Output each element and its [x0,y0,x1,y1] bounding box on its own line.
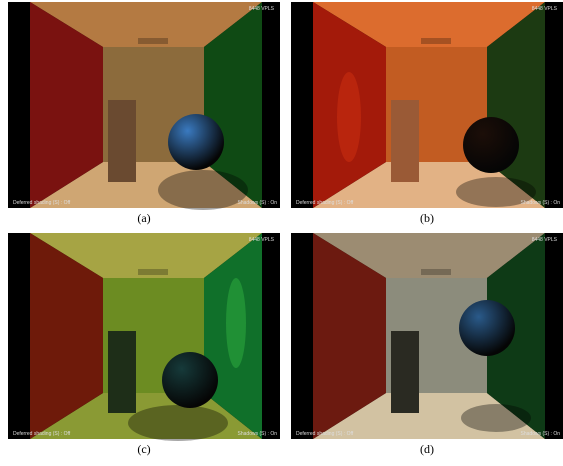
shadow [128,405,228,441]
box [391,331,419,413]
light [138,269,168,275]
ceiling [313,233,545,278]
vpl-label: 8448 VPLS [532,237,558,243]
shadow-label: Shadows (S) : On [238,200,278,206]
panel: 8448 VPLS Deferred shading (S) : Off Shado… [291,2,563,208]
floor [30,162,262,208]
box [391,100,419,182]
red-wall [30,233,103,439]
red-wall [30,2,103,208]
green-wall [487,233,545,439]
panel: 8448 VPLS Deferred shading (S) : Off Shado… [291,233,563,439]
light [421,269,451,275]
shadow [456,177,536,207]
ceiling [30,233,262,278]
vpl-label: 8448 VPLS [249,6,275,12]
ceiling [313,2,545,47]
shadow-label: Shadows (S) : On [521,200,561,206]
caption: (d) [420,442,434,456]
glow [226,278,246,368]
shadow-label: Shadows (S) : On [521,431,561,437]
caption: (b) [420,211,434,225]
shadow [461,404,531,432]
floor [30,393,262,439]
mode-label: Deferred shading (S) : Off [296,431,354,437]
red-wall [313,233,386,439]
vpl-label: 8448 VPLS [532,6,558,12]
caption: (c) [137,442,150,456]
light [421,38,451,44]
sphere [168,114,224,170]
light [138,38,168,44]
vpl-label: 8448 VPLS [249,237,275,243]
sphere [463,117,519,173]
panel: 8448 VPLS Deferred shading (S) : Off Shado… [8,233,280,441]
mode-label: Deferred shading (S) : Off [13,200,71,206]
mode-label: Deferred shading (S) : Off [13,431,71,437]
mode-label: Deferred shading (S) : Off [296,200,354,206]
shadow [158,170,248,210]
floor [313,162,545,208]
shadow-label: Shadows (S) : On [238,431,278,437]
sphere [459,300,515,356]
box [108,331,136,413]
sphere [162,352,218,408]
box [108,100,136,182]
panel: 8448 VPLS Deferred shading (S) : Off Shado… [8,2,280,210]
ceiling [30,2,262,47]
glow [337,72,361,162]
floor [313,393,545,439]
caption: (a) [137,211,150,225]
